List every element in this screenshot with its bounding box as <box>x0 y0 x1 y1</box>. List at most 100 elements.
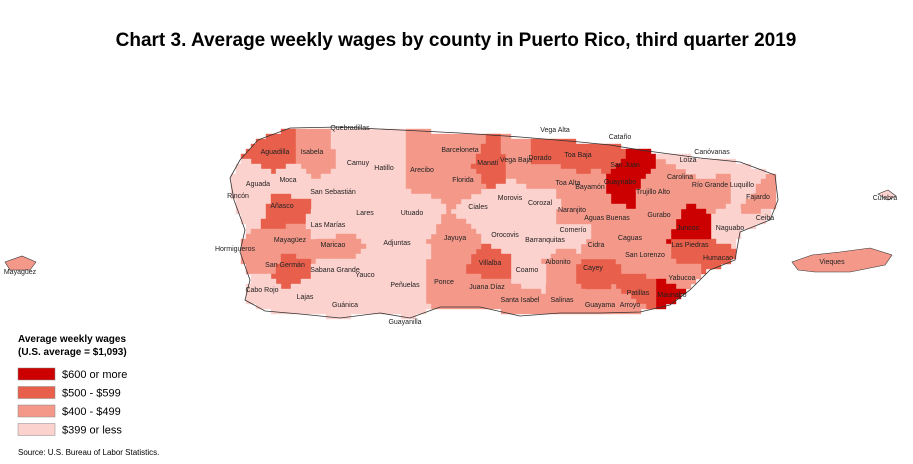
municipality-area <box>425 208 482 265</box>
offshore-label: Vieques <box>819 259 845 266</box>
legend-label: $500 - $599 <box>62 388 121 400</box>
legend-swatch <box>17 367 56 381</box>
municipality-label: Barranquitas <box>525 237 565 244</box>
municipality-label: Luquillo <box>730 182 754 189</box>
municipality-label: Yabucoa <box>668 275 695 282</box>
municipality-label: Ponce <box>434 279 454 286</box>
source: Source: U.S. Bureau of Labor Statistics. <box>18 448 159 457</box>
municipality-label: Cayey <box>583 265 603 272</box>
municipality-area <box>580 283 617 315</box>
municipality-area <box>745 208 772 230</box>
municipality-label: Carolina <box>667 174 693 181</box>
municipality-label: Mayagüez <box>274 237 307 244</box>
legend-swatch <box>17 423 56 436</box>
offshore-island <box>4 255 37 271</box>
municipality-area <box>590 198 637 240</box>
municipality-label: Vega Alta <box>540 127 570 134</box>
municipality-label: Toa Baja <box>564 152 591 159</box>
title: Chart 3. Average weekly wages by county … <box>116 30 797 51</box>
offshore-label: Culebra <box>873 195 898 202</box>
municipality-area <box>345 188 392 245</box>
municipality-label: Ceiba <box>756 215 774 222</box>
municipality-area <box>295 128 337 180</box>
municipality-label: Río Grande <box>692 182 728 189</box>
municipality-label: Villalba <box>479 260 502 267</box>
municipality-label: Adjuntas <box>383 240 411 247</box>
municipality-label: Cataño <box>609 134 632 141</box>
municipality-label: Camuy <box>347 160 370 167</box>
municipality-label: Dorado <box>529 155 552 162</box>
municipality-area <box>635 203 687 240</box>
municipality-label: Orocovis <box>491 232 519 239</box>
municipality-label: Sabana Grande <box>310 267 360 274</box>
municipality-area <box>230 173 267 235</box>
offshore-island <box>791 247 893 273</box>
municipality-label: Jayuya <box>444 235 466 242</box>
municipality-label: Coamo <box>516 267 539 274</box>
municipality-label: Canóvanas <box>694 149 730 156</box>
municipality-label: Guayanilla <box>388 319 421 326</box>
municipality-label: Toa Alta <box>556 180 581 187</box>
municipality-label: San Germán <box>265 262 305 269</box>
municipality-label: Caguas <box>618 235 643 242</box>
municipality-label: Arecibo <box>410 167 434 174</box>
municipality-area <box>605 173 642 210</box>
legend-title: Average weekly wages <box>18 334 126 345</box>
municipality-label: Juncos <box>677 225 700 232</box>
island-outline <box>229 126 779 319</box>
legend-label: $400 - $499 <box>62 406 121 418</box>
municipality-label: Morovis <box>498 195 523 202</box>
municipality-label: Cidra <box>588 242 605 249</box>
municipality-area <box>325 288 377 320</box>
municipality-label: Ciales <box>468 204 488 211</box>
municipality-area <box>465 273 512 310</box>
municipality-label: Quebradillas <box>330 125 370 132</box>
municipality-area <box>440 168 487 210</box>
municipality-label: Peñuelas <box>390 282 420 289</box>
municipality-area <box>425 258 472 310</box>
offshore-island <box>877 189 897 201</box>
municipality-area <box>635 168 677 210</box>
municipality-label: Juana Díaz <box>469 284 505 291</box>
municipality-label: Naranjito <box>558 207 586 214</box>
municipality-label: Yauco <box>355 272 374 279</box>
municipality-label: Gurabo <box>647 212 670 219</box>
municipality-area <box>530 138 562 165</box>
municipality-label: Comerío <box>560 227 587 234</box>
municipality-area <box>555 198 592 225</box>
municipality-label: Lares <box>356 210 374 217</box>
municipality-label: Hatillo <box>374 165 394 172</box>
municipality-area <box>710 203 752 250</box>
municipality-area <box>305 208 352 240</box>
municipality-label: Guaynabo <box>604 179 636 186</box>
municipality-area <box>490 178 532 220</box>
municipality-area <box>500 283 547 315</box>
municipality-label: San Lorenzo <box>625 252 665 259</box>
municipality-area <box>365 223 432 270</box>
municipality-label: Guayama <box>585 302 615 309</box>
municipality-area <box>615 288 647 315</box>
municipality-area <box>260 193 312 230</box>
legend-swatch <box>17 404 56 418</box>
municipality-label: Añasco <box>270 203 293 210</box>
municipality-label: Arroyo <box>620 302 641 309</box>
municipality-area <box>575 258 622 290</box>
municipality-label: Hormigueros <box>215 246 256 253</box>
municipality-label: Moca <box>279 177 296 184</box>
municipality-area <box>240 228 282 275</box>
municipality-area <box>730 163 767 210</box>
municipality-label: Naguabo <box>716 225 745 232</box>
municipality-label: Bayamón <box>575 184 605 191</box>
municipality-label: Lajas <box>297 294 314 301</box>
municipality-label: Aguada <box>246 181 270 188</box>
municipality-area <box>540 248 582 285</box>
legend-label: $600 or more <box>62 369 127 381</box>
municipality-label: Corozal <box>528 200 553 207</box>
municipality-area <box>595 143 627 175</box>
municipality-label: Rincón <box>227 193 249 200</box>
municipality-label: Utuado <box>401 210 424 217</box>
legend-subtitle: (U.S. average = $1,093) <box>18 347 127 358</box>
municipality-label: Santa Isabel <box>501 297 540 304</box>
